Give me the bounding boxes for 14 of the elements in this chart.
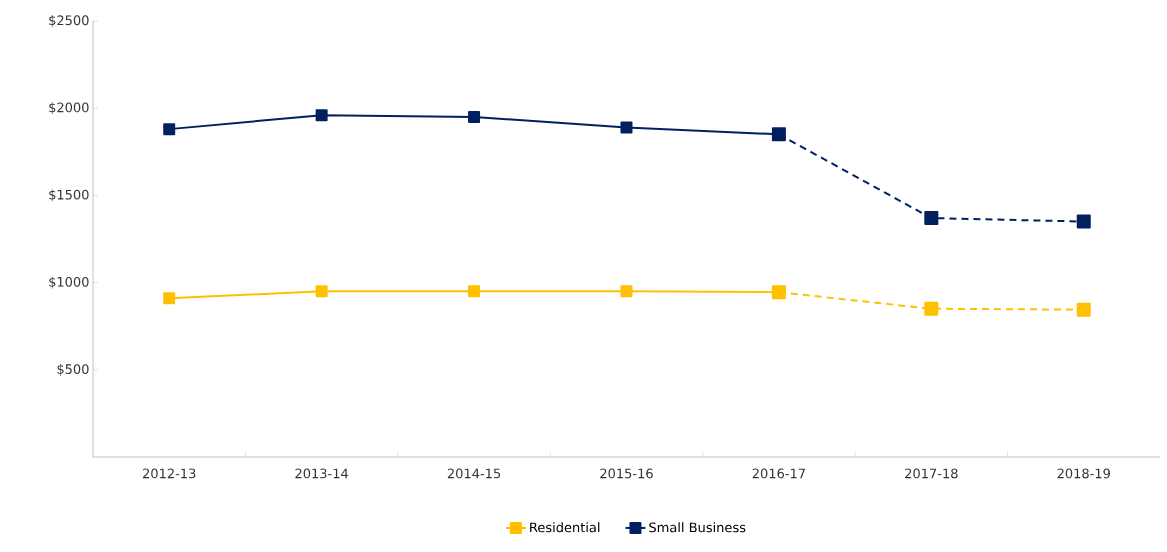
x-tick-label: 2015-16 xyxy=(600,468,653,479)
x-tick-label: 2018-19 xyxy=(1057,468,1110,479)
y-tick-label: $500 xyxy=(57,363,89,376)
x-tick-label: 2016-17 xyxy=(752,468,805,479)
y-tick-label: $2000 xyxy=(49,102,89,115)
x-tick-label: 2013-14 xyxy=(295,468,349,479)
x-tick-label: 2012-13 xyxy=(143,468,196,479)
x-tick-label: 2017-18 xyxy=(905,468,958,479)
x-tick-label: 2014-15 xyxy=(447,468,501,479)
y-tick-label: $1500 xyxy=(49,189,89,202)
legend-label: Residential xyxy=(530,522,600,533)
legend-label: Small Business xyxy=(649,522,746,533)
y-tick-label: $2500 xyxy=(49,15,89,27)
y-tick-label: $1000 xyxy=(49,276,89,289)
